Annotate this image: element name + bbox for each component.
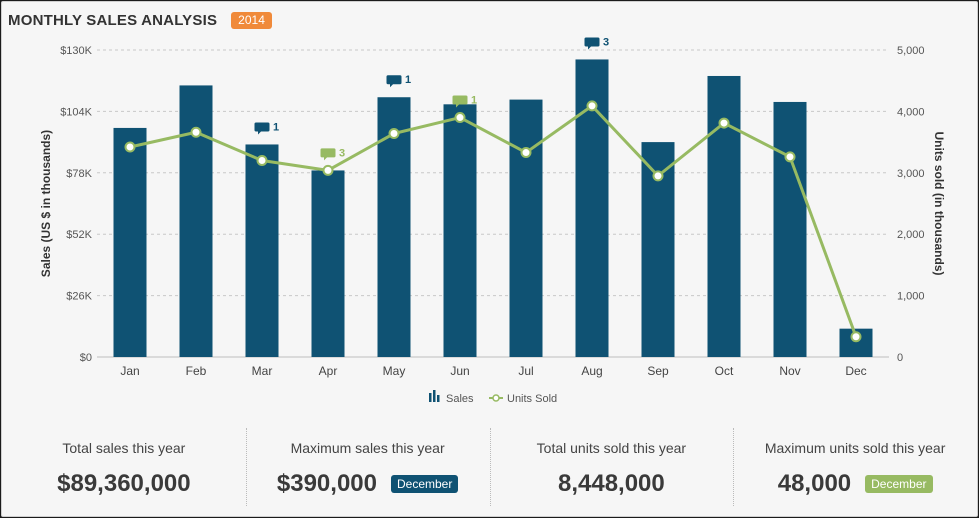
y-right-tick-label: 2,000 [897,229,925,241]
x-tick-label: Oct [715,364,734,378]
comment-icon [254,122,270,135]
sales-bar [179,85,213,357]
units-sold-point [256,155,268,167]
max-units-month-badge: December [865,475,933,493]
comment-count: 3 [603,36,609,48]
y-right-tick-label: 3,000 [897,168,925,180]
y-left-tick-label: $52K [66,229,92,241]
sales-bar [443,104,477,357]
sales-bar [509,99,543,357]
comment-icon [320,148,336,161]
y-right-tick-label: 1,000 [897,291,925,303]
summary-stats: Total sales this year $89,360,000 Maximu… [2,426,977,506]
comment-icon [452,95,468,108]
units-sold-point [784,151,796,163]
units-sold-point [850,331,862,343]
stat-value: $89,360,000 [57,470,191,497]
y-left-tick-label: $0 [80,352,92,364]
y-right-tick-label: 4,000 [897,106,925,118]
units-sold-point [520,147,532,159]
comment-count: 1 [273,121,279,133]
legend-label-sales: Sales [446,393,474,405]
sales-bar [311,170,345,357]
units-sold-point [454,112,466,124]
comment-icon [386,75,402,88]
legend-sales-icon [429,393,432,402]
comment-count: 1 [471,95,477,107]
page-title: MONTHLY SALES ANALYSIS [8,11,218,29]
stat-label: Maximum units sold this year [764,440,946,456]
stat-total-units: Total units sold this year 8,448,000 [489,426,734,506]
comment-count: 3 [339,147,345,159]
monthly-sales-chart: $0 $26K $52K $78K $104K $130K 0 1,000 2,000 3,000… [39,36,946,405]
x-tick-label: Nov [779,364,800,378]
stat-label: Total units sold this year [536,440,687,456]
stat-value: 8,448,000 [557,470,665,497]
units-sold-point [652,170,664,182]
sales-bar [773,101,807,357]
y-right-axis-title: Units sold (in thousands) [932,132,946,276]
stat-value: $390,000 [276,470,377,497]
x-tick-label: Aug [581,364,602,378]
y-left-tick-label: $26K [66,291,92,303]
legend-sales-icon [433,390,436,402]
legend-units-icon [492,394,500,402]
units-sold-point [124,141,136,153]
sales-bar [245,144,279,357]
y-left-tick-label: $104K [60,106,92,118]
y-right-tick-label: 5,000 [897,45,925,57]
x-tick-label: Jan [120,364,139,378]
y-left-tick-label: $130K [60,45,92,57]
legend-label-units: Units Sold [507,393,557,405]
stat-max-sales: Maximum sales this year $390,000 Decembe… [245,426,490,506]
stat-max-units: Maximum units sold this year 48,000 Dece… [733,426,977,506]
units-sold-point [586,100,598,112]
max-sales-month-badge: December [391,475,459,493]
y-left-tick-label: $78K [66,168,92,180]
y-left-axis-title: Sales (US $ in thousands) [39,130,53,277]
sales-bar [113,127,147,357]
stat-label: Total sales this year [62,440,186,456]
comment-count: 1 [405,74,411,86]
stat-label: Maximum sales this year [290,440,445,456]
x-tick-label: Jul [518,364,533,378]
stat-total-sales: Total sales this year $89,360,000 [2,426,246,506]
x-tick-label: Sep [647,364,669,378]
x-tick-label: Apr [319,364,338,378]
x-tick-label: May [383,364,406,378]
year-badge: 2014 [231,11,272,29]
header: MONTHLY SALES ANALYSIS 2014 [8,10,272,30]
units-sold-point [190,126,202,138]
units-sold-point [388,128,400,140]
legend-sales-icon [437,395,440,402]
x-tick-label: Feb [186,364,207,378]
stat-value: 48,000 [777,470,852,497]
x-tick-label: Mar [252,364,273,378]
units-sold-point [322,164,334,176]
x-tick-label: Jun [450,364,469,378]
comment-icon [584,37,600,50]
y-right-tick-label: 0 [897,352,903,364]
units-sold-point [718,117,730,129]
units-sold-line [129,104,858,338]
x-tick-label: Dec [845,364,866,378]
